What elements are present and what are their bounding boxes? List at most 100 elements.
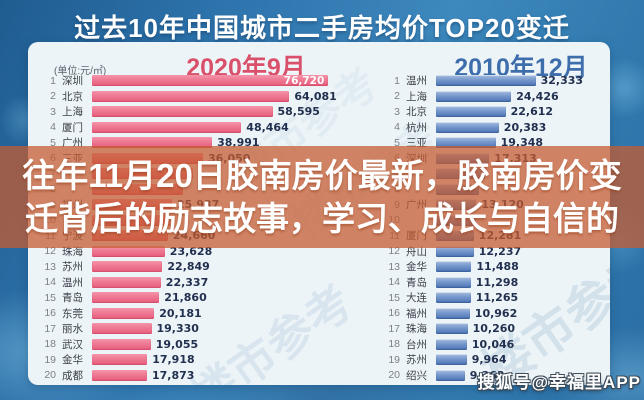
- rank-row: 13 苏州 22,849: [42, 259, 342, 275]
- city-label: 青岛: [62, 292, 83, 305]
- rank-number: 17: [388, 322, 400, 335]
- rank-row: 4 厦门 48,464: [42, 120, 342, 136]
- rank-row: 4 杭州 20,383: [386, 120, 601, 136]
- price-value: 12,237: [478, 244, 522, 258]
- rank-number: 17: [44, 322, 56, 335]
- rank-row: 18 武汉 19,055: [42, 337, 342, 353]
- rank-number: 20: [44, 369, 56, 382]
- city-label: 大连: [406, 292, 427, 305]
- city-label: 珠海: [406, 323, 427, 336]
- price-bar: [92, 106, 273, 118]
- rank-row: 1 温州 32,333: [386, 73, 601, 89]
- price-value: 76,720: [283, 74, 325, 87]
- price-bar: [436, 369, 465, 381]
- rank-number: 16: [388, 307, 400, 320]
- price-value: 32,333: [540, 74, 584, 88]
- rank-row: 2 上海 24,426: [386, 89, 601, 105]
- price-value: 58,595: [277, 105, 320, 119]
- rank-number: 18: [388, 338, 400, 351]
- price-value: 10,260: [472, 322, 516, 336]
- price-value: 20,181: [159, 306, 202, 320]
- price-value: 22,612: [510, 105, 554, 119]
- price-bar: [92, 137, 213, 149]
- price-bar: [92, 307, 155, 319]
- caption-line1: 往年11月20日胶南房价最新，胶南房价变: [22, 157, 622, 194]
- price-bar: [436, 354, 467, 366]
- price-value: 10,046: [471, 337, 515, 351]
- price-bar: [436, 307, 470, 319]
- price-value: 23,628: [169, 244, 213, 258]
- city-label: 金华: [406, 261, 427, 274]
- city-label: 深圳: [62, 75, 83, 88]
- city-label: 福州: [406, 307, 427, 320]
- rank-row: 3 上海 58,595: [42, 104, 342, 120]
- rank-number: 3: [394, 105, 400, 118]
- city-label: 苏州: [62, 261, 83, 274]
- price-bar: [92, 338, 151, 350]
- city-label: 温州: [62, 276, 83, 289]
- rank-number: 12: [388, 245, 400, 258]
- city-label: 台州: [406, 338, 427, 351]
- rank-row: 17 丽水 19,330: [42, 321, 342, 337]
- rank-number: 12: [44, 245, 56, 258]
- price-value: 24,426: [516, 89, 559, 103]
- price-bar: [436, 261, 472, 273]
- city-label: 丽水: [62, 323, 83, 336]
- city-label: 上海: [62, 106, 83, 119]
- price-bar: [92, 354, 148, 366]
- price-value: 10,962: [474, 306, 518, 320]
- city-label: 苏州: [406, 354, 427, 367]
- price-bar: [92, 90, 290, 102]
- rank-row: 12 舟山 12,237: [386, 244, 601, 260]
- city-label: 金华: [62, 354, 83, 367]
- price-bar: [436, 323, 468, 335]
- rank-number: 3: [50, 105, 56, 118]
- rank-number: 16: [44, 307, 56, 320]
- rank-number: 2: [394, 90, 400, 103]
- city-label: 杭州: [406, 121, 427, 134]
- rank-row: 19 金华 17,918: [42, 352, 342, 368]
- rank-row: 1 深圳 76,720: [42, 73, 342, 89]
- price-bar: [436, 276, 471, 288]
- rank-row: 14 温州 22,337: [42, 275, 342, 291]
- price-value: 22,849: [167, 260, 210, 274]
- price-bar: [436, 245, 474, 257]
- city-label: 舟山: [406, 245, 427, 258]
- price-bar: [436, 90, 512, 102]
- rank-number: 1: [394, 74, 400, 87]
- price-bar: [436, 106, 506, 118]
- rank-number: 1: [50, 74, 56, 87]
- rank-number: 13: [388, 260, 400, 273]
- rank-number: 18: [44, 338, 56, 351]
- price-value: 21,860: [164, 291, 207, 305]
- price-bar: [436, 292, 471, 304]
- price-value: 20,383: [503, 120, 547, 134]
- rank-row: 14 青岛 11,298: [386, 275, 601, 291]
- credit-watermark: 搜狐号@幸福里APP: [477, 373, 641, 392]
- rank-row: 16 福州 10,962: [386, 306, 601, 322]
- price-value: 48,464: [246, 120, 289, 134]
- rank-row: 12 珠海 23,628: [42, 244, 342, 260]
- price-bar: [436, 75, 536, 87]
- price-bar: [92, 261, 163, 273]
- rank-number: 20: [388, 369, 400, 382]
- price-value: 64,081: [294, 89, 337, 103]
- rank-row: 2 北京 64,081: [42, 89, 342, 105]
- city-label: 温州: [406, 75, 427, 88]
- price-value: 19,055: [155, 337, 199, 351]
- unit-label: (单位:元/㎡): [54, 66, 107, 77]
- rank-row: 20 绍兴 9,363: [386, 368, 601, 384]
- city-label: 厦门: [62, 121, 83, 134]
- rank-number: 13: [44, 260, 56, 273]
- page-title: 过去10年中国城市二手房均价TOP20变迁: [74, 13, 570, 43]
- city-label: 绍兴: [406, 369, 427, 382]
- price-value: 9,363: [469, 368, 505, 382]
- price-bar: [436, 121, 499, 133]
- rank-row: 13 金华 11,488: [386, 259, 601, 275]
- rank-row: 15 青岛 21,860: [42, 290, 342, 306]
- rank-number: 14: [388, 276, 400, 289]
- rank-number: 4: [394, 121, 400, 134]
- city-label: 东莞: [62, 307, 83, 320]
- price-value: 11,298: [475, 275, 519, 289]
- rank-row: 18 台州 10,046: [386, 337, 601, 353]
